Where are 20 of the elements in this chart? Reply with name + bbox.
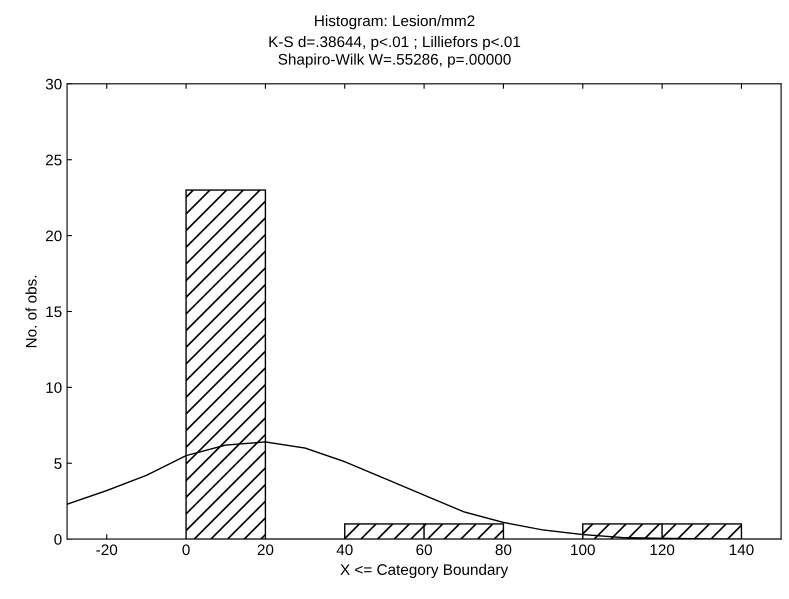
y-tick-label: 15 (46, 306, 62, 318)
y-tick-label: 5 (54, 458, 62, 469)
x-tick-label: 80 (496, 544, 512, 556)
chart-subtitle: K-S d=.38644, p<.01 ; Lilliefors p<.01 Shapiro-Wilk W=.55286, p=.00000 (269, 36, 520, 68)
x-tick-label: 60 (416, 544, 432, 556)
x-tick-label: 0 (182, 544, 190, 556)
x-tick-label: 40 (336, 544, 353, 556)
x-tick-label: 120 (650, 544, 674, 556)
x-tick-label: 100 (571, 544, 595, 556)
x-axis-title: X <= Category Boundary (340, 564, 508, 578)
x-tick-label: -20 (96, 544, 118, 556)
y-tick-label: 20 (46, 230, 62, 242)
y-tick-label: 10 (46, 382, 62, 394)
y-axis-title: No. of obs. (25, 276, 37, 348)
x-tick-label: 140 (730, 544, 754, 556)
y-tick-label: 0 (54, 534, 62, 545)
chart-title: Histogram: Lesion/mm2 (315, 14, 474, 30)
y-tick-label: 25 (46, 154, 62, 166)
x-tick-label: 20 (258, 544, 274, 556)
y-tick-label: 30 (46, 78, 62, 90)
